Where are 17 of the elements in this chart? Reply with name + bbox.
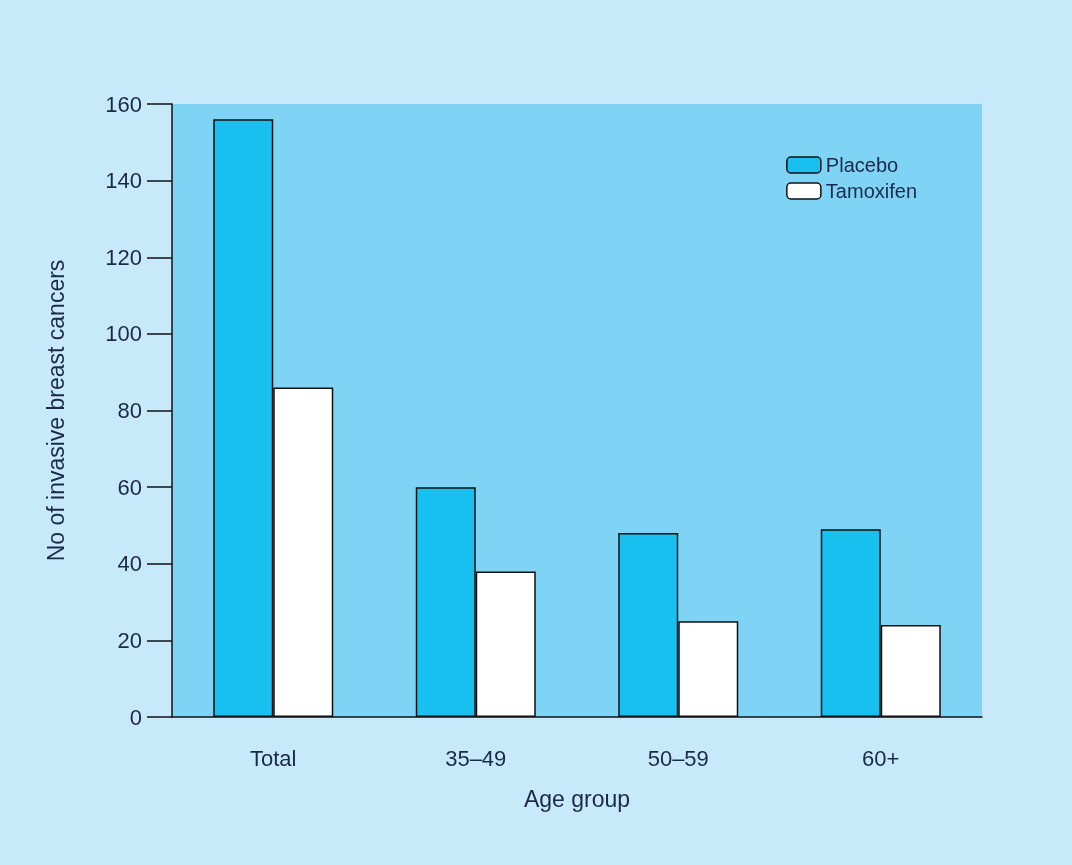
y-tick-label: 20 [117,627,142,653]
y-tick-label: 0 [129,704,142,730]
y-tick-label: 80 [117,398,142,423]
y-axis-title: No of invasive breast cancers [42,259,69,562]
y-tick-label: 60 [117,474,142,500]
x-tick-label: 60+ [862,745,900,771]
x-tick-label: Total [250,745,297,771]
legend-label: Placebo [825,154,899,176]
y-tick-label: 100 [105,321,142,347]
x-axis-title: Age group [523,785,631,812]
y-tick-label: 160 [105,91,142,117]
x-tick-label: 50–59 [647,745,709,771]
y-tick-label: 140 [105,168,142,194]
legend-label: Tamoxifen [825,180,917,202]
y-tick-label: 120 [105,244,142,270]
x-tick-label: 35–49 [445,745,507,771]
y-tick-label: 40 [117,551,142,577]
